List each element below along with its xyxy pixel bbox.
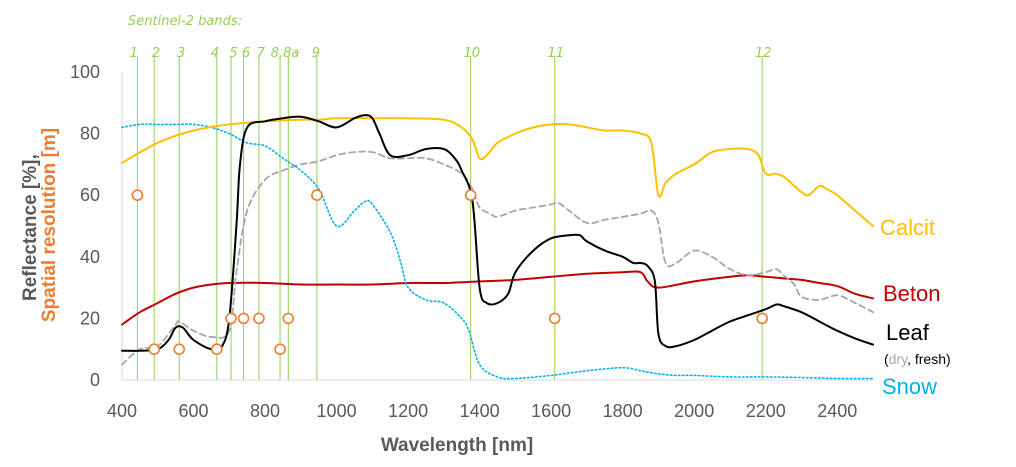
x-axis-title: Wavelength [nm] <box>381 435 533 456</box>
x-tick-label: 2400 <box>817 401 857 421</box>
band-label-1: 1 <box>130 46 138 61</box>
y-tick-label: 0 <box>90 370 100 390</box>
resolution-marker-band-11 <box>548 312 561 325</box>
series-label-leaf: Leaf <box>886 320 930 345</box>
series-lines <box>121 114 874 380</box>
band-label-5: 5 <box>229 46 237 61</box>
x-tick-label: 1200 <box>388 401 428 421</box>
series-line-dry <box>121 150 874 366</box>
band-label-2: 2 <box>152 46 160 61</box>
axes <box>121 72 873 381</box>
y-axis-title-reflectance: Reflectance [%], <box>20 154 41 301</box>
band-label-3: 3 <box>177 46 185 61</box>
series-label-calcit: Calcit <box>880 215 935 240</box>
leaf-note-fresh: fresh <box>915 351 946 367</box>
resolution-marker-band-4 <box>210 343 223 356</box>
series-label-beton: Beton <box>883 281 941 306</box>
leaf-note-dry: dry <box>889 351 908 367</box>
series-line-calcit <box>121 117 874 227</box>
x-tick-label: 1800 <box>603 401 643 421</box>
band-label-6: 6 <box>242 46 250 61</box>
band-label-9: 9 <box>312 46 320 61</box>
resolution-marker-band-1 <box>131 189 144 201</box>
x-tick-label: 600 <box>179 401 209 421</box>
y-axis-title-resolution: Spatial resolution [m] <box>39 128 60 322</box>
resolution-marker-band-8 <box>274 343 286 356</box>
bands-title: Sentinel-2 bands: <box>128 14 242 29</box>
x-tick-label: 1400 <box>460 401 500 421</box>
y-tick-label: 60 <box>80 185 100 205</box>
resolution-marker-band-5 <box>225 312 237 325</box>
resolution-markers <box>131 189 768 356</box>
series-line-snow <box>121 123 874 380</box>
series-line-beton <box>121 270 874 326</box>
resolution-marker-band-10 <box>464 189 477 201</box>
y-tick-label: 40 <box>80 247 100 267</box>
leaf-note-sep: , <box>907 351 915 367</box>
band-label-10: 10 <box>463 46 480 61</box>
x-tick-label: 800 <box>250 401 280 421</box>
band-label-8,8a: 8,8a <box>271 46 300 61</box>
x-tick-label: 400 <box>107 401 137 421</box>
band-label-11: 11 <box>548 46 565 61</box>
leaf-note-open: ( <box>884 351 889 367</box>
resolution-marker-band-6 <box>237 312 250 325</box>
resolution-marker-band-2 <box>148 343 160 356</box>
tick-labels: 400 600 800 1000 1200 1400 1600 1800 2000 2200 240… <box>70 62 857 421</box>
resolution-marker-band-9 <box>311 189 323 201</box>
band-lines: 1 2 3 4 5 6 7 8,8a 9 10 11 12 <box>130 46 772 380</box>
band-label-4: 4 <box>211 46 219 61</box>
band-label-7: 7 <box>257 46 266 61</box>
series-line-leaf <box>121 114 874 352</box>
x-tick-label: 2000 <box>674 401 714 421</box>
x-tick-label: 2200 <box>746 401 786 421</box>
x-tick-label: 1600 <box>531 401 571 421</box>
y-tick-label: 80 <box>80 124 100 144</box>
y-tick-label: 20 <box>80 308 100 328</box>
series-label-snow: Snow <box>882 374 937 399</box>
resolution-marker-band-12 <box>756 312 768 325</box>
leaf-note: (dry, fresh) <box>884 351 951 367</box>
y-tick-label: 100 <box>70 62 100 82</box>
band-label-12: 12 <box>755 46 772 61</box>
leaf-note-close: ) <box>946 351 951 367</box>
resolution-marker-band-7 <box>253 312 265 325</box>
y-axis-title: Reflectance [%], Spatial resolution [m] <box>20 128 60 322</box>
resolution-marker-band-3 <box>173 343 186 356</box>
x-tick-label: 1000 <box>317 401 357 421</box>
resolution-marker-band-8a <box>282 312 295 325</box>
